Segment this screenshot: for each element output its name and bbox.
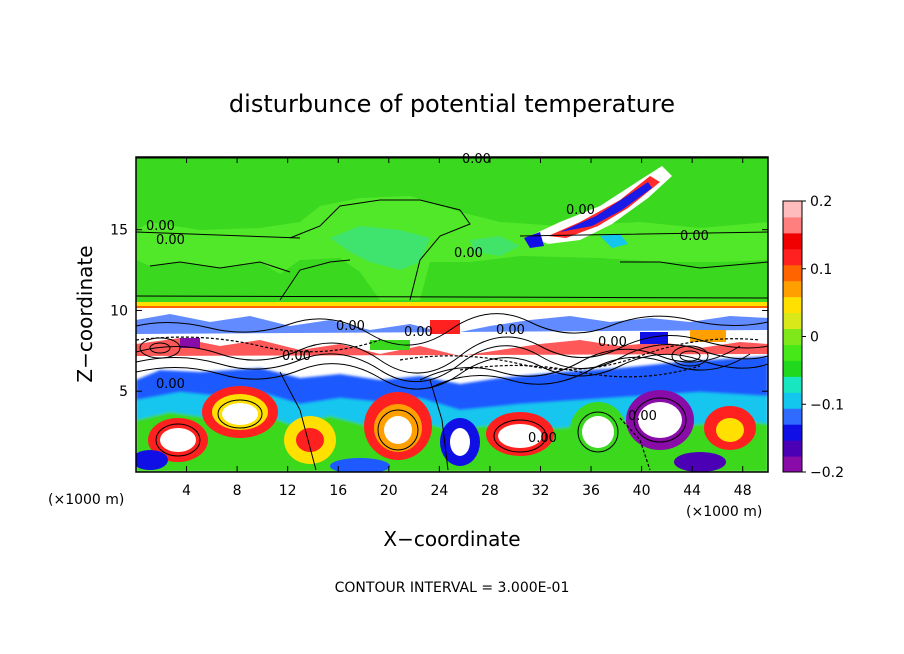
x-tick-label: 20 [380,483,398,499]
contour-label: 0.00 [528,431,557,446]
colorbar-swatch [783,280,802,298]
contours [136,157,768,471]
x-tick-label: 32 [532,483,550,499]
colorbar-swatch [783,344,802,361]
colorbar-ticks: 0.2 0.1 0 −0.1 −0.2 [802,194,844,481]
dashed-contours [136,336,761,471]
colorbar-swatch [783,312,802,330]
contour-label: 0.00 [404,325,433,340]
colorbar [783,201,802,473]
x-tick-label: 8 [233,483,242,499]
plot-field [136,157,768,472]
colorbar-tick-label: 0 [810,330,819,346]
contour-label: 0.00 [156,377,185,392]
x-axis-ticks: 4 8 12 16 20 24 28 32 36 40 44 48 [182,157,752,499]
x-axis-unit-right: (×1000 m) [686,504,762,520]
y-tick-label: 5 [119,384,128,400]
contour-label: 0.00 [598,335,627,350]
x-tick-label: 28 [481,483,499,499]
colorbar-swatch [783,296,802,314]
plot-frame [135,156,769,473]
x-axis-title: X−coordinate [383,527,520,551]
contour-label: 0.00 [336,319,365,334]
y-axis-title: Z−coordinate [73,245,97,382]
mid-level-bands [136,314,768,356]
contour-label: 0.00 [680,229,709,244]
contour-label: 0.00 [146,219,175,234]
colorbar-swatch [783,376,802,393]
contour-labels: 0.00 0.00 0.00 0.00 0.00 0.00 0.00 0.00 … [146,152,709,446]
contour-label: 0.00 [454,246,483,261]
x-tick-label: 12 [279,483,297,499]
contour-label: 0.00 [496,323,525,338]
colorbar-swatch [783,408,802,425]
y-axis-ticks: 5 10 15 [110,223,768,400]
colorbar-swatch [783,456,802,473]
contour-label: 0.00 [566,203,595,218]
y-tick-label: 10 [110,303,128,319]
colorbar-swatch [783,392,802,409]
x-tick-label: 48 [734,483,752,499]
colorbar-swatch [783,360,802,377]
colorbar-swatch [783,440,802,457]
colorbar-tick-label: −0.2 [810,465,844,481]
x-tick-label: 36 [582,483,600,499]
colorbar-tick-label: 0.2 [810,194,832,210]
chart-title: disturbunce of potential temperature [229,90,675,118]
contour-label: 0.00 [462,152,491,167]
x-tick-label: 24 [430,483,448,499]
colorbar-swatch [783,424,802,441]
colorbar-tick-label: −0.1 [810,397,844,413]
x-tick-label: 44 [683,483,701,499]
colorbar-tick-label: 0.1 [810,262,832,278]
x-tick-label: 16 [329,483,347,499]
colorbar-swatch [783,248,802,266]
contour-interval-note: CONTOUR INTERVAL = 3.000E-01 [335,580,570,596]
contour-label: 0.00 [628,409,657,424]
x-tick-label: 4 [182,483,191,499]
eddies [136,386,756,472]
x-axis-unit-left: (×1000 m) [48,492,124,508]
contour-label: 0.00 [282,349,311,364]
contour-label: 0.00 [156,233,185,248]
x-tick-label: 40 [633,483,651,499]
colorbar-swatch [783,232,802,250]
colorbar-swatch [783,216,802,234]
colorbar-swatch [783,328,802,345]
y-tick-label: 15 [110,223,128,239]
colorbar-swatch [783,264,802,282]
colorbar-swatch [783,201,802,218]
